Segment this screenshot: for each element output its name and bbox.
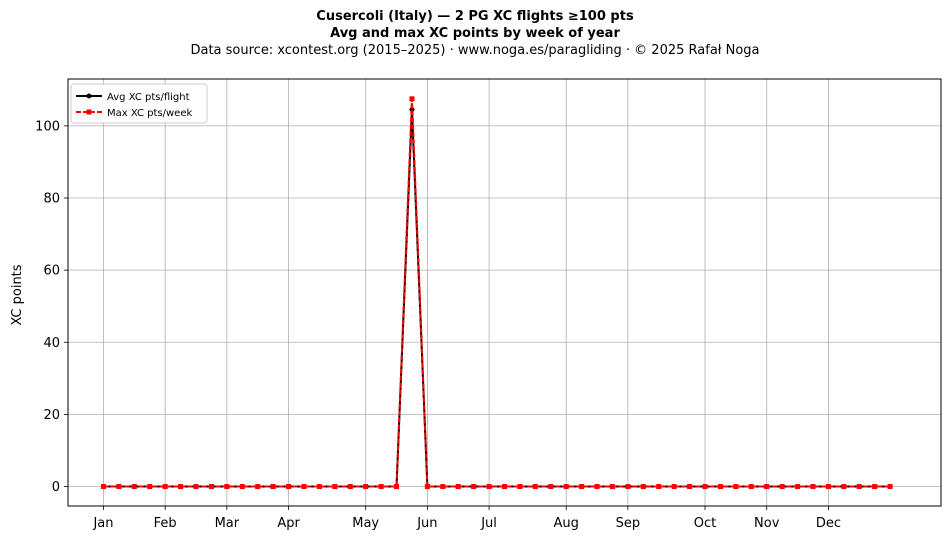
max-point (687, 484, 693, 490)
max-point (810, 484, 816, 490)
max-point (486, 484, 492, 490)
max-point (116, 484, 122, 490)
x-tick-label: Nov (754, 516, 780, 531)
max-point (625, 484, 631, 490)
max-point (563, 484, 569, 490)
max-point (717, 484, 723, 490)
x-tick-label: Jul (480, 516, 497, 531)
legend-avg-label: Avg XC pts/flight (107, 92, 190, 103)
max-point (193, 484, 199, 490)
legend-max-label: Max XC pts/week (107, 108, 192, 119)
max-point (208, 484, 214, 490)
legend-avg-marker-icon (86, 93, 92, 99)
max-point (532, 484, 538, 490)
max-point (517, 484, 523, 490)
max-point (795, 484, 801, 490)
max-point (316, 484, 322, 490)
max-point (178, 484, 184, 490)
max-point (656, 484, 662, 490)
legend: Avg XC pts/flight Max XC pts/week (70, 83, 208, 124)
y-tick-label: 20 (43, 408, 60, 423)
max-point (825, 484, 831, 490)
x-tick-label: Jun (416, 516, 437, 531)
max-point (455, 484, 461, 490)
y-tick-label: 60 (43, 264, 60, 279)
max-point (841, 484, 847, 490)
max-point (471, 484, 477, 490)
chart-source-line: Data source: xcontest.org (2015–2025) · … (190, 43, 760, 58)
chart-subtitle: Avg and max XC points by week of year (330, 26, 620, 41)
max-point (424, 484, 430, 490)
y-tick-label: 40 (43, 336, 60, 351)
max-point (301, 484, 307, 490)
max-point (162, 484, 168, 490)
max-point (609, 484, 615, 490)
series-line-max (103, 97, 891, 488)
max-point (131, 484, 137, 490)
x-tick-label: Sep (616, 516, 641, 531)
max-point (548, 484, 554, 490)
max-point (286, 484, 292, 490)
x-tick-label: Aug (554, 516, 579, 531)
max-point (363, 484, 369, 490)
y-axis: 0 20 40 60 80 100 (35, 119, 68, 495)
plot-frame (67, 78, 942, 507)
max-point (270, 484, 276, 490)
max-point (239, 484, 245, 490)
max-point (347, 484, 353, 490)
max-point (579, 484, 585, 490)
max-point (764, 484, 770, 490)
y-tick-label: 80 (43, 192, 60, 207)
chart-titles: Cusercoli (Italy) — 2 PG XC flights ≥100… (0, 8, 950, 59)
max-point (255, 484, 261, 490)
max-point (394, 484, 400, 490)
max-point (779, 484, 785, 490)
x-tick-label: Jan (92, 516, 113, 531)
x-tick-label: May (352, 516, 379, 531)
legend-max-marker-icon (86, 109, 92, 115)
max-point (332, 484, 338, 490)
y-tick-label: 100 (35, 119, 60, 134)
series-line-avg (103, 108, 891, 488)
legend-box (70, 83, 208, 124)
max-point (748, 484, 754, 490)
max-point (409, 96, 415, 102)
x-tick-label: Feb (154, 516, 177, 531)
max-point (147, 484, 153, 490)
max-point (671, 484, 677, 490)
series-layer (100, 96, 893, 490)
x-tick-label: Oct (694, 516, 716, 531)
y-axis-label: XC points (10, 264, 25, 325)
y-tick-label: 0 (52, 480, 60, 495)
max-point (594, 484, 600, 490)
max-point (733, 484, 739, 490)
max-point (378, 484, 384, 490)
x-tick-label: Mar (215, 516, 240, 531)
grid-lines (68, 79, 941, 506)
max-point (440, 484, 446, 490)
max-point (640, 484, 646, 490)
max-point (224, 484, 230, 490)
x-tick-label: Dec (816, 516, 841, 531)
max-point (502, 484, 507, 490)
max-point (887, 484, 893, 490)
max-point (100, 484, 106, 490)
max-point (702, 484, 708, 490)
max-point (856, 484, 862, 490)
x-axis: Jan Feb Mar Apr May Jun Jul Aug Sep Oct Nov Dec (92, 506, 841, 531)
chart-title: Cusercoli (Italy) — 2 PG XC flights ≥100… (316, 9, 634, 24)
x-tick-label: Apr (277, 516, 300, 531)
max-point (872, 484, 878, 490)
